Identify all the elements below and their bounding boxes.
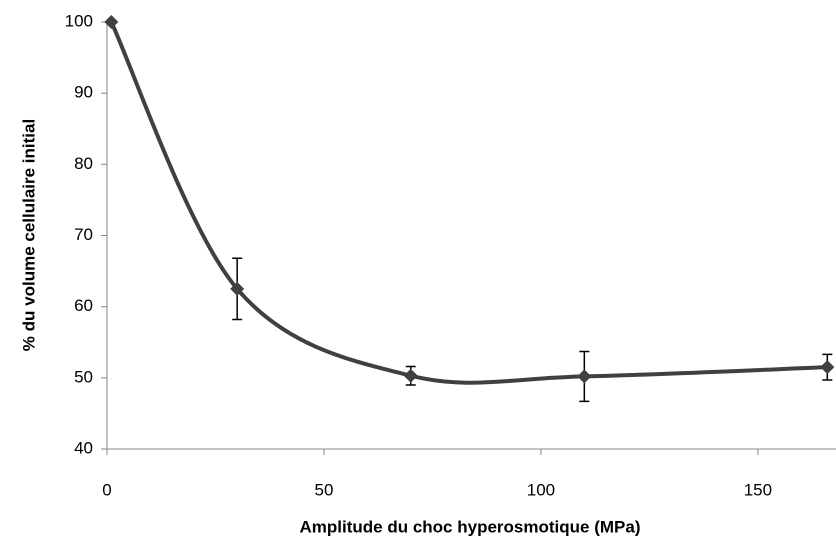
x-tick-label: 0 <box>102 480 111 499</box>
data-line <box>109 21 828 385</box>
marker <box>230 281 245 296</box>
x-tick-label: 50 <box>315 480 334 499</box>
marker <box>820 360 835 375</box>
marker <box>577 369 592 384</box>
marker <box>104 15 119 29</box>
y-tick-label: 100 <box>65 11 93 30</box>
y-tick-label: 50 <box>74 367 93 386</box>
y-tick-label: 90 <box>74 83 93 102</box>
x-tick-label: 150 <box>744 480 772 499</box>
y-tick-label: 70 <box>74 225 93 244</box>
marker <box>403 368 418 383</box>
y-tick-label: 80 <box>74 154 93 173</box>
y-tick-label: 60 <box>74 296 93 315</box>
x-tick-label: 100 <box>527 480 555 499</box>
x-axis-title: Amplitude du choc hyperosmotique (MPa) <box>300 517 641 536</box>
y-axis-title: % du volume cellulaire initial <box>19 119 38 351</box>
y-tick-label: 40 <box>74 438 93 457</box>
